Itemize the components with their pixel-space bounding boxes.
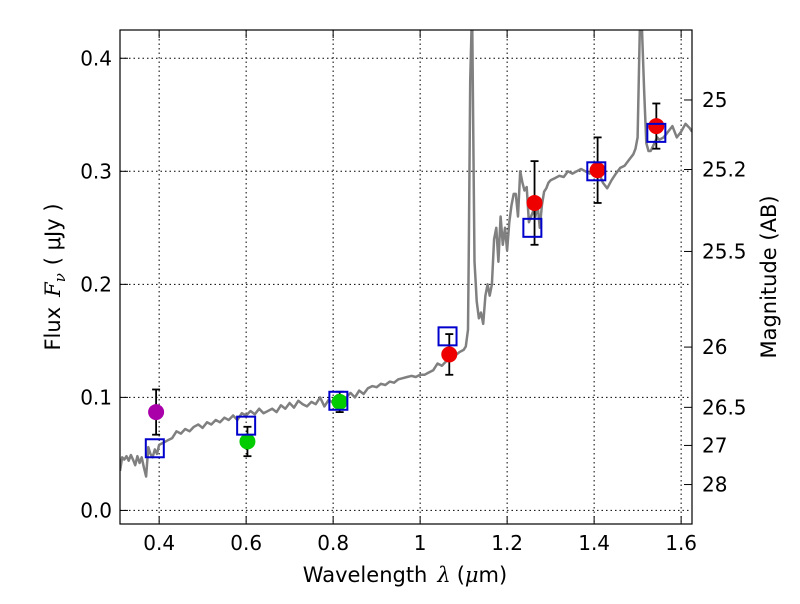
data-point-green — [331, 393, 348, 410]
mag-tick-label: 26 — [702, 335, 727, 359]
spectrum-layer — [120, 30, 692, 478]
axis-ticks: 0.4 0.6 0.8 1 1.2 1.4 1.6 0.0 0.1 0.2 0.3 0.4 25 25.2… — [80, 30, 747, 555]
model-point — [144, 438, 165, 459]
mag-tick-label: 26.5 — [702, 395, 747, 419]
model-point — [586, 161, 607, 182]
data-points-layer — [144, 102, 667, 459]
y-axis-label: FluxFν( μJy ) — [41, 203, 69, 350]
spectrum-line — [120, 30, 692, 478]
x-tick-label: 1.6 — [665, 531, 697, 555]
axes-frame — [119, 29, 693, 525]
data-point-red — [526, 194, 543, 211]
model-point — [646, 122, 667, 143]
y-tick-label: 0.1 — [80, 385, 112, 409]
mag-tick-label: 27 — [702, 433, 727, 457]
x-tick-label: 1.2 — [491, 531, 523, 555]
x-tick-label: 1.4 — [578, 531, 610, 555]
data-point-red — [589, 162, 606, 179]
y-tick-label: 0.4 — [80, 46, 112, 70]
mag-tick-label: 25.5 — [702, 239, 747, 263]
x-tick-label: 1 — [414, 531, 427, 555]
data-point-purple — [148, 404, 165, 421]
y-tick-label: 0.2 — [80, 272, 112, 296]
x-tick-label: 0.4 — [143, 531, 175, 555]
y-tick-label: 0.3 — [80, 159, 112, 183]
y-axis-right-label: Magnitude (AB) — [757, 195, 781, 358]
model-point — [522, 217, 543, 238]
x-tick-label: 0.8 — [317, 531, 349, 555]
model-point — [236, 415, 257, 436]
mag-tick-label: 25 — [702, 88, 727, 112]
x-axis-label: Wavelength λ (μm) — [303, 563, 507, 587]
x-tick-label: 0.6 — [230, 531, 262, 555]
plot-frame — [119, 29, 693, 525]
data-point-red — [441, 346, 458, 363]
mag-tick-label: 28 — [702, 473, 727, 497]
data-point-green — [239, 433, 256, 450]
model-point — [437, 326, 458, 347]
mag-tick-label: 25.2 — [702, 157, 747, 181]
y-tick-label: 0.0 — [80, 498, 112, 522]
data-point-red — [648, 118, 665, 135]
model-point — [328, 390, 349, 411]
grid — [120, 30, 692, 524]
